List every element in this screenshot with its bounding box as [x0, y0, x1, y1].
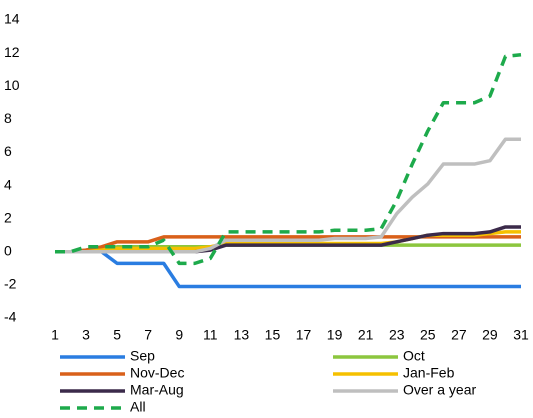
x-tick-label: 29 — [482, 327, 498, 343]
x-tick-label: 31 — [513, 327, 529, 343]
y-tick-label: 14 — [4, 11, 20, 27]
series-line — [55, 250, 521, 289]
x-tick-label: 3 — [82, 327, 90, 343]
x-tick-label: 1 — [51, 327, 59, 343]
legend-label: Over a year — [403, 382, 476, 398]
y-tick-label: 0 — [4, 242, 12, 258]
y-tick-label: 4 — [4, 176, 12, 192]
x-tick-label: 13 — [234, 327, 250, 343]
series-line — [55, 53, 522, 266]
x-tick-label: 7 — [144, 327, 152, 343]
legend-label: Sep — [130, 348, 155, 364]
x-tick-label: 15 — [265, 327, 281, 343]
y-tick-label: 8 — [4, 110, 12, 126]
y-tick-label: 2 — [4, 209, 12, 225]
x-tick-label: 19 — [327, 327, 343, 343]
y-tick-label: 6 — [4, 143, 12, 159]
x-tick-label: 25 — [420, 327, 436, 343]
x-tick-label: 23 — [389, 327, 405, 343]
y-tick-label: -2 — [4, 276, 17, 292]
x-tick-label: 11 — [203, 327, 218, 343]
legend-label: All — [130, 399, 146, 415]
y-tick-label: 12 — [4, 44, 20, 60]
y-tick-label: 10 — [4, 77, 20, 93]
x-tick-label: 17 — [296, 327, 312, 343]
legend-label: Nov-Dec — [130, 365, 184, 381]
x-tick-label: 9 — [175, 327, 183, 343]
x-tick-label: 27 — [451, 327, 467, 343]
legend-label: Jan-Feb — [403, 365, 455, 381]
legend-label: Oct — [403, 348, 425, 364]
y-tick-label: -4 — [4, 309, 17, 325]
legend-label: Mar-Aug — [130, 382, 184, 398]
x-tick-label: 21 — [358, 327, 374, 343]
x-tick-label: 5 — [113, 327, 121, 343]
series-line — [55, 137, 521, 254]
